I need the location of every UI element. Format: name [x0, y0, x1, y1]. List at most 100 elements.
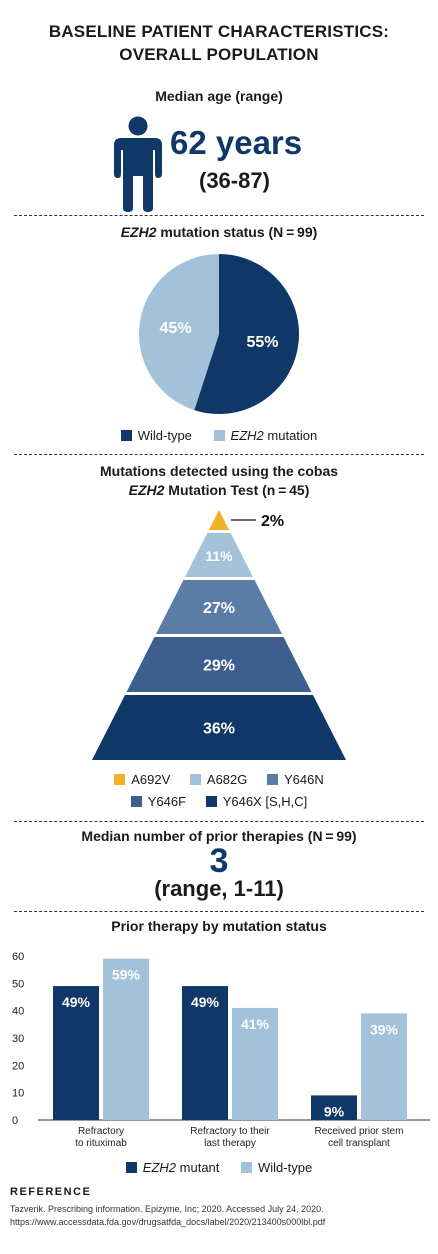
pyramid-legend-label-a682g: A682G — [206, 772, 248, 787]
pyramid-legend-item-a682g: A682G — [189, 772, 248, 787]
y-tick-10: 10 — [12, 1088, 24, 1100]
bar-label-mutant-2: 9% — [324, 1103, 345, 1119]
cobas-heading-gene: EZH2 — [128, 482, 165, 498]
age-range: (36-87) — [199, 168, 270, 193]
pie-label-0: 55% — [246, 334, 278, 351]
prior-heading: Median number of prior therapies (N = 99… — [81, 828, 357, 844]
bar-legend-label-mutant: mutant — [176, 1160, 220, 1175]
bar-mutant-0 — [53, 986, 99, 1120]
pyramid-legend-item-y646f: Y646F — [130, 794, 187, 809]
divider-1 — [14, 215, 424, 216]
pyramid-band-y646n — [156, 580, 282, 634]
prior-value: 3 — [209, 842, 229, 880]
y-tick-0: 0 — [12, 1115, 18, 1127]
pyramid-legend-row-1: A692V A682G Y646N — [0, 769, 438, 791]
pyramid-legend-label-y646f: Y646F — [147, 794, 187, 809]
bar-label-wild-type-1: 41% — [241, 1016, 270, 1032]
bar-wild-type-1 — [232, 1007, 278, 1120]
pie-chart: 55% 45% — [139, 254, 299, 414]
y-tick-50: 50 — [12, 978, 24, 990]
pyramid-legend-swatch-y646n — [267, 774, 279, 785]
x-category-label-0-0: Refractory — [78, 1126, 124, 1137]
pyramid-legend-swatch-a682g — [189, 774, 201, 785]
pyramid-band-y646x-s-h-c — [92, 695, 346, 760]
cobas-heading-line-1: Mutations detected using the cobas — [99, 463, 339, 479]
pie-legend-swatch-wild-type — [120, 430, 132, 441]
bar-wild-type-2 — [361, 1013, 407, 1120]
pie-legend-item-mutation: EZH2 mutation — [213, 428, 318, 443]
pie-legend-gene: EZH2 — [230, 428, 264, 443]
divider-4 — [14, 911, 424, 912]
bar-mutant-1 — [182, 986, 228, 1120]
pyramid-legend-swatch-y646f — [130, 796, 142, 807]
mutation-status-heading: EZH2 mutation status (N = 99) — [0, 224, 438, 240]
x-category-label-1-0: Refractory to their — [190, 1126, 270, 1137]
y-tick-40: 40 — [12, 1006, 24, 1018]
bar-legend-swatch-wild-type — [241, 1162, 253, 1173]
x-category-label-2-0: Received prior stem — [315, 1126, 404, 1137]
pie-slice-1 — [139, 254, 219, 411]
pyramid-legend-label-a692v: A692V — [131, 772, 171, 787]
divider-2 — [14, 454, 424, 455]
pie-legend: Wild-type EZH2 mutation — [0, 428, 438, 443]
cobas-heading: Mutations detected using the cobas EZH2 … — [0, 462, 438, 500]
pyramid-legend-item-a692v: A692V — [114, 772, 170, 787]
pyramid-legend-item-y646n: Y646N — [267, 772, 324, 787]
age-heading: Median age (range) — [155, 88, 283, 104]
title-line-2: OVERALL POPULATION — [119, 45, 319, 64]
bar-legend-swatch-mutant — [125, 1162, 137, 1173]
bar-legend: EZH2 mutant Wild-type — [0, 1160, 438, 1175]
pyramid-band-a682g — [184, 533, 254, 577]
bar-label-mutant-0: 49% — [62, 994, 91, 1010]
bar-legend-item-wild-type: Wild-type — [241, 1160, 312, 1175]
pyramid-label-4: 36% — [203, 721, 235, 738]
pie-label-1: 45% — [160, 320, 192, 337]
pyramid-band-y646f — [126, 637, 312, 692]
pyramid-band-a692v — [208, 510, 230, 530]
bar-mutant-2 — [311, 1095, 357, 1120]
pyramid-label-2: 27% — [203, 600, 235, 617]
y-tick-20: 20 — [12, 1060, 24, 1072]
cobas-heading-rest: Mutation Test (n = 45) — [164, 482, 310, 498]
cobas-heading-line-2: EZH2 Mutation Test (n = 45) — [0, 481, 438, 500]
mutation-status-heading-gene: EZH2 — [120, 224, 157, 240]
bar-wild-type-0 — [103, 958, 149, 1120]
pyramid-chart: 2% 11% 27% 29% 36% — [92, 510, 346, 760]
pyramid-legend-item-y646x: Y646X [S,H,C] — [205, 794, 308, 809]
x-category-label-1-1: last therapy — [204, 1138, 256, 1149]
pie-legend-label-mutation: mutation — [263, 428, 318, 443]
reference-text: Tazverik. Prescribing information. Epizy… — [10, 1203, 430, 1229]
mutation-status-heading-rest: mutation status (N = 99) — [156, 224, 318, 240]
bar-chart-heading: Prior therapy by mutation status — [111, 918, 327, 934]
bar-label-wild-type-2: 39% — [370, 1021, 399, 1037]
pyramid-legend-swatch-a692v — [114, 774, 126, 785]
y-tick-60: 60 — [12, 951, 24, 963]
x-category-label-0-1: to rituximab — [75, 1138, 127, 1149]
pyramid-legend-label-y646x: Y646X [S,H,C] — [222, 794, 308, 809]
bar-legend-label-wild-type: Wild-type — [258, 1160, 313, 1175]
page-title: BASELINE PATIENT CHARACTERISTICS: OVERAL… — [0, 20, 438, 66]
pyramid-legend: A692V A682G Y646N Y646F Y646X [S,H,C] — [0, 769, 438, 813]
pyramid-label-3: 29% — [203, 658, 235, 675]
pyramid-legend-label-y646n: Y646N — [284, 772, 324, 787]
divider-3 — [14, 821, 424, 822]
bar-legend-gene: EZH2 — [142, 1160, 177, 1175]
bar-label-mutant-1: 49% — [191, 994, 220, 1010]
pyramid-legend-swatch-y646x — [205, 796, 217, 807]
pyramid-label-0: 2% — [261, 513, 284, 530]
person-icon — [114, 116, 162, 212]
pyramid-label-1: 11% — [205, 548, 233, 564]
pie-slice-0 — [194, 254, 299, 414]
age-value: 62 years — [170, 124, 303, 161]
prior-range: (range, 1-11) — [154, 876, 284, 901]
x-category-label-2-1: cell transplant — [328, 1138, 390, 1149]
pie-legend-label-wild-type: Wild-type — [137, 428, 192, 443]
bar-label-wild-type-0: 59% — [112, 967, 141, 983]
reference-line-1: Tazverik. Prescribing information. Epizy… — [10, 1204, 324, 1214]
y-tick-30: 30 — [12, 1033, 24, 1045]
reference-heading: REFERENCE — [10, 1186, 92, 1198]
pie-legend-swatch-mutation — [213, 430, 225, 441]
reference-line-2: https://www.accessdata.fda.gov/drugsatfd… — [10, 1217, 326, 1227]
bar-legend-item-mutant: EZH2 mutant — [125, 1160, 220, 1175]
